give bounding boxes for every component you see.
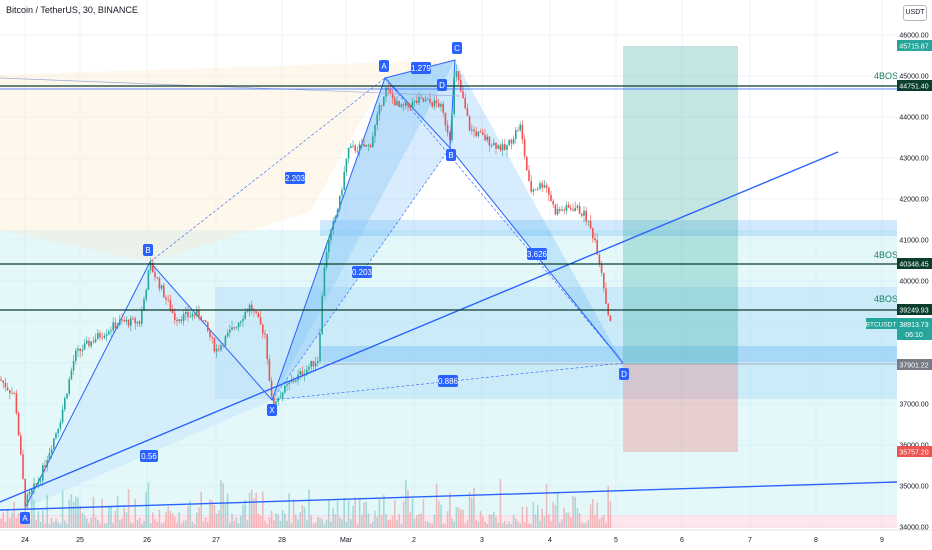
time-tick: 26 [143, 537, 151, 544]
price-label-target: 45715.87 [897, 40, 932, 51]
svg-text:B: B [145, 246, 150, 255]
ratio-label-0886: 0.886 [438, 375, 459, 387]
trend-lines[interactable] [0, 77, 898, 511]
bos-label-top: 4BOS [874, 71, 898, 81]
cyan-zone [0, 230, 897, 516]
price-tick: 45000.00 [899, 74, 928, 81]
price-label-bos-top: 44751.40 [897, 80, 932, 91]
order-block-zone-entry [320, 346, 897, 362]
time-tick: 6 [680, 537, 684, 544]
point-label-d: D [619, 368, 629, 380]
time-tick: 2 [412, 537, 416, 544]
ratio-labels[interactable]: 2.203 0.203 0.56 1.279 3.626 0.886 [140, 62, 548, 462]
pattern-shade-zone [0, 60, 455, 262]
stop-zone [623, 364, 738, 452]
ratio-label-3626: 3.626 [527, 248, 548, 260]
svg-text:D: D [621, 370, 627, 379]
point-label-a: A [379, 60, 389, 72]
grid [0, 0, 897, 530]
long-position-tool[interactable] [323, 46, 897, 452]
background-zones [0, 60, 897, 528]
point-label-a-left: A [20, 512, 30, 524]
bos-lines[interactable]: 4BOS 4BOS 4BOS [0, 71, 898, 311]
pattern-point-labels[interactable]: A B X A C D B D [20, 42, 629, 524]
svg-text:A: A [22, 514, 28, 523]
svg-text:D: D [439, 81, 445, 90]
ratio-label-1279: 1.279 [411, 62, 432, 74]
time-tick: 8 [814, 537, 818, 544]
svg-text:A: A [381, 62, 387, 71]
svg-text:39249.93: 39249.93 [899, 308, 928, 315]
bos-label-low: 4BOS [874, 294, 898, 304]
svg-text:B: B [448, 151, 453, 160]
point-label-x: X [267, 404, 277, 416]
time-tick: 9 [880, 537, 884, 544]
rising-trendline [0, 151, 839, 503]
svg-text:BTCUSDT: BTCUSDT [866, 322, 897, 329]
svg-text:1.279: 1.279 [411, 64, 432, 73]
price-label-symbol: BTCUSDT [866, 318, 897, 329]
price-tick: 44000.00 [899, 115, 928, 122]
price-tick: 40000.00 [899, 279, 928, 286]
price-tick: 41000.00 [899, 238, 928, 245]
bos-label-mid: 4BOS [874, 250, 898, 260]
svg-text:0.203: 0.203 [352, 268, 373, 277]
svg-text:X: X [269, 406, 275, 415]
price-tick: 42000.00 [899, 197, 928, 204]
point-label-c: C [452, 42, 462, 54]
profit-zone [623, 46, 738, 364]
price-tick: 34000.00 [899, 525, 928, 532]
time-tick: 27 [212, 537, 220, 544]
price-tick: 37000.00 [899, 402, 928, 409]
svg-text:0.886: 0.886 [438, 377, 459, 386]
svg-text:3.626: 3.626 [527, 250, 548, 259]
price-axis[interactable]: 46000.00 45000.00 44000.00 43000.00 42000.00… [866, 0, 932, 532]
svg-text:06:10: 06:10 [905, 332, 923, 339]
ratio-label-056: 0.56 [140, 450, 158, 462]
point-label-b: B [446, 149, 456, 161]
time-tick: 25 [76, 537, 84, 544]
currency-button[interactable]: USDT [903, 5, 927, 21]
order-block-zone-large [215, 287, 897, 399]
point-label-d-upper: D [437, 79, 447, 91]
candlestick-series [0, 64, 612, 509]
volume-baseline-zone [0, 515, 897, 528]
price-label-bos-low: 39249.93 [897, 304, 932, 315]
order-block-zone-upper [320, 220, 897, 236]
time-tick: 28 [278, 537, 286, 544]
time-axis[interactable]: 24 25 26 27 28 Mar 2 3 4 5 6 7 8 9 [0, 529, 932, 550]
svg-text:45715.87: 45715.87 [899, 44, 928, 51]
ratio-label-2203: 2.203 [285, 172, 306, 184]
price-label-bos-mid: 40348.45 [897, 258, 932, 269]
point-label-b-left: B [143, 244, 153, 256]
svg-text:37901.22: 37901.22 [899, 363, 928, 370]
svg-text:44751.40: 44751.40 [899, 84, 928, 91]
price-tick: 35000.00 [899, 484, 928, 491]
time-tick: Mar [340, 537, 353, 544]
time-tick: 4 [548, 537, 552, 544]
ratio-label-0203: 0.203 [352, 266, 373, 278]
chart-title: Bitcoin / TetherUS, 30, BINANCE [6, 5, 138, 15]
upper-faint-line [0, 77, 461, 97]
svg-text:40348.45: 40348.45 [899, 262, 928, 269]
price-label-stop: 35757.20 [897, 446, 932, 457]
time-tick: 3 [480, 537, 484, 544]
time-tick: 24 [21, 537, 29, 544]
volume-bars [0, 479, 612, 528]
harmonic-pattern-left [24, 60, 455, 509]
svg-text:2.203: 2.203 [285, 174, 306, 183]
lower-trendline [0, 481, 898, 511]
svg-text:0.56: 0.56 [141, 452, 157, 461]
time-tick: 7 [748, 537, 752, 544]
svg-text:38913.73: 38913.73 [899, 322, 928, 329]
svg-text:C: C [454, 44, 460, 53]
time-tick: 5 [614, 537, 618, 544]
price-tick: 43000.00 [899, 156, 928, 163]
price-label-entry: 37901.22 [897, 359, 932, 370]
price-tick: 46000.00 [899, 33, 928, 40]
svg-text:35757.20: 35757.20 [899, 450, 928, 457]
price-label-last: 38913.73 06:10 [897, 318, 932, 340]
